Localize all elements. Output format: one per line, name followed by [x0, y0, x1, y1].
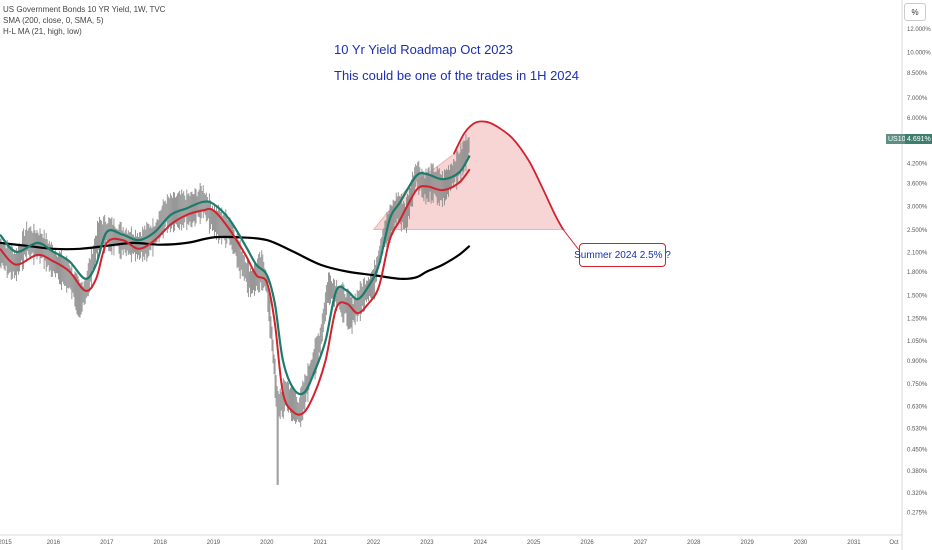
y-tick-label: 3.600% — [907, 181, 928, 187]
legend-symbol: US Government Bonds 10 YR Yield, 1W, TVC — [3, 5, 166, 14]
price-label-value: 4.691% — [905, 134, 932, 144]
x-tick-label: Oct — [889, 540, 899, 546]
x-tick-label: 2026 — [580, 540, 594, 546]
x-tick-label: 2028 — [687, 540, 701, 546]
x-tick-label: 2025 — [527, 540, 541, 546]
legend-hl-ma: H-L MA (21, high, low) — [3, 27, 82, 36]
y-tick-label: 3.000% — [907, 205, 928, 211]
y-tick-label: 6.000% — [907, 116, 928, 122]
x-tick-label: 2016 — [47, 540, 61, 546]
y-tick-label: 12.000% — [907, 27, 931, 33]
y-tick-label: 0.530% — [907, 427, 928, 433]
y-tick-label: 0.750% — [907, 382, 928, 388]
callout-connector — [562, 229, 580, 251]
y-tick-label: 2.500% — [907, 228, 928, 234]
y-tick-label: 0.320% — [907, 491, 928, 497]
x-tick-label: 2021 — [314, 540, 328, 546]
x-tick-label: 2027 — [634, 540, 648, 546]
y-tick-label: 0.450% — [907, 448, 928, 454]
ma-low-line — [0, 168, 471, 416]
y-tick-label: 1.800% — [907, 270, 928, 276]
y-tick-label: 7.000% — [907, 96, 928, 102]
price-label-symbol: US10Y — [886, 134, 913, 144]
x-tick-label: 2017 — [100, 540, 114, 546]
y-tick-label: 1.500% — [907, 293, 928, 299]
y-tick-label: 1.050% — [907, 339, 928, 345]
ma-high-line — [0, 155, 471, 396]
y-tick-label: 0.380% — [907, 469, 928, 475]
y-tick-label: 0.900% — [907, 359, 928, 365]
forecast-arc — [452, 120, 564, 230]
x-tick-label: 2023 — [420, 540, 434, 546]
x-tick-label: 2029 — [741, 540, 755, 546]
x-tick-label: 2024 — [474, 540, 488, 546]
percent-scale-button[interactable]: % — [904, 3, 926, 21]
sma200-line — [0, 235, 471, 281]
chart-legend: US Government Bonds 10 YR Yield, 1W, TVC… — [3, 4, 165, 37]
y-tick-label: 8.500% — [907, 71, 928, 77]
y-tick-label: 0.275% — [907, 511, 928, 517]
y-tick-label: 10.000% — [907, 50, 931, 56]
x-tick-label: 2030 — [794, 540, 808, 546]
y-tick-label: 2.100% — [907, 250, 928, 256]
legend-sma: SMA (200, close, 0, SMA, 5) — [3, 16, 104, 25]
x-tick-label: 2031 — [847, 540, 861, 546]
x-tick-label: 2020 — [260, 540, 274, 546]
x-tick-label: 2019 — [207, 540, 221, 546]
x-tick-label: 2018 — [153, 540, 167, 546]
x-tick-label: 2022 — [367, 540, 381, 546]
y-tick-label: 1.250% — [907, 317, 928, 323]
y-tick-label: 0.630% — [907, 404, 928, 410]
annotation-title: 10 Yr Yield Roadmap Oct 2023 — [334, 42, 513, 57]
y-tick-label: 4.200% — [907, 162, 928, 168]
annotation-subtitle: This could be one of the trades in 1H 20… — [334, 68, 579, 83]
x-tick-label: 2015 — [0, 540, 12, 546]
forecast-callout: Summer 2024 2.5% ? — [574, 243, 671, 267]
